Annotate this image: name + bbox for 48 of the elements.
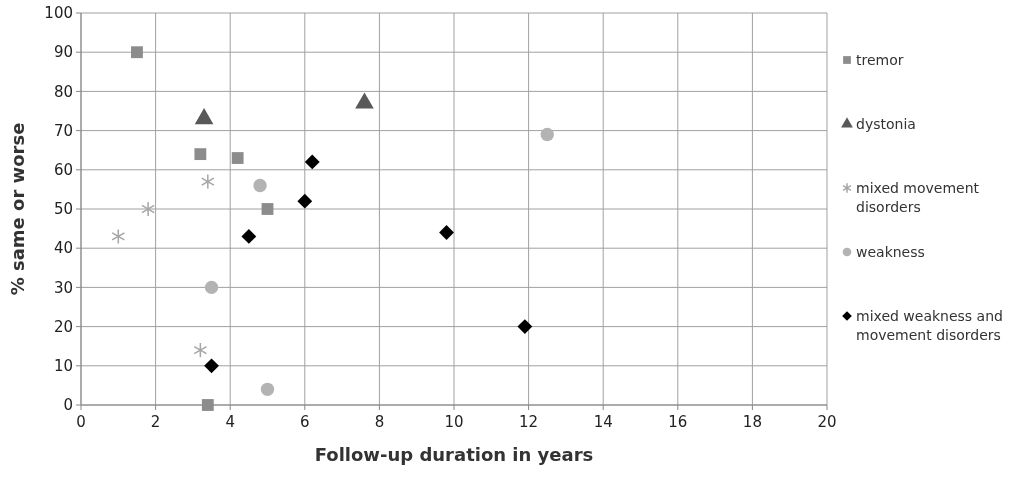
x-tick-label: 12 [519, 413, 539, 431]
x-tick-label: 14 [593, 413, 613, 431]
y-axis-title: % same or worse [7, 122, 28, 296]
x-tick-label: 2 [150, 413, 161, 431]
y-tick-label: 30 [53, 278, 73, 297]
point [439, 225, 454, 240]
point [131, 46, 143, 59]
point [297, 193, 313, 209]
y-tick-label: 90 [53, 43, 73, 62]
y-tick-label: 70 [53, 121, 73, 140]
point [204, 358, 219, 374]
point [193, 342, 208, 358]
y-tick-label: 100 [44, 4, 73, 23]
point [200, 173, 215, 190]
x-tick-label: 20 [817, 413, 837, 431]
y-tick-label: 0 [63, 396, 73, 415]
point [261, 203, 274, 215]
y-tick-label: 20 [53, 317, 73, 336]
point [201, 399, 214, 411]
x-tick-label: 0 [76, 413, 86, 431]
legend-label: weakness [856, 243, 925, 260]
point [540, 127, 554, 142]
point [231, 152, 244, 164]
point [141, 201, 155, 217]
y-tick-label: 50 [53, 200, 73, 219]
point [111, 228, 126, 245]
point [194, 148, 207, 161]
x-tick-label: 10 [444, 413, 464, 431]
point [204, 280, 219, 295]
x-axis-title: Follow-up duration in years [314, 444, 594, 465]
x-tick-label: 18 [742, 413, 762, 431]
point [304, 154, 320, 170]
point [241, 229, 257, 244]
x-tick-label: 16 [668, 413, 688, 431]
legend-label: tremor [856, 51, 904, 68]
x-tick-label: 6 [300, 413, 310, 431]
y-tick-label: 40 [53, 239, 73, 258]
y-tick-label: 10 [53, 357, 73, 376]
x-tick-label: 4 [225, 413, 235, 431]
point [260, 382, 275, 396]
y-tick-label: 60 [53, 161, 73, 180]
point [253, 178, 267, 193]
legend-label: dystonia [856, 115, 916, 132]
point [517, 319, 533, 335]
y-tick-label: 80 [53, 82, 73, 101]
x-tick-label: 8 [374, 413, 385, 431]
legend-label: mixed movement disorders [856, 179, 980, 215]
legend-label: mixed weakness and movement disorders [856, 307, 1003, 343]
